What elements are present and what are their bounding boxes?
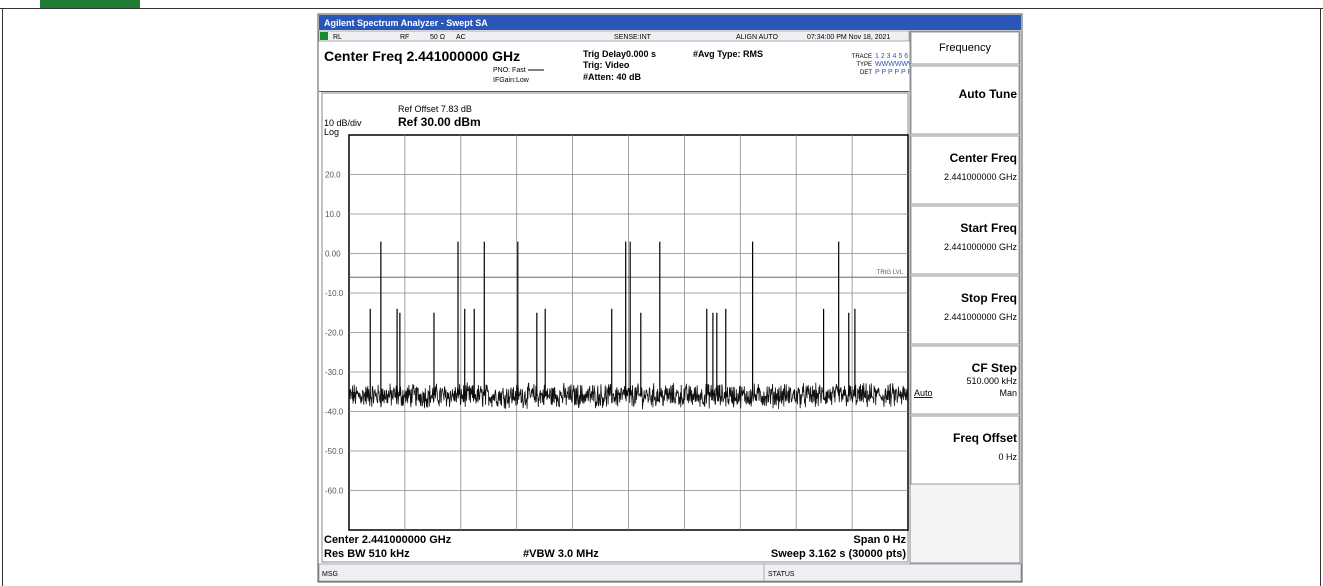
softkey-value: 0 Hz (998, 452, 1017, 462)
det-label: DET (860, 70, 872, 76)
window-title: Agilent Spectrum Analyzer - Swept SA (324, 18, 488, 28)
softkey-panel: Frequency Auto Tune Center Freq 2.44100000… (909, 30, 1021, 564)
trig: Trig: Video (583, 60, 630, 70)
sense: SENSE:INT (614, 34, 652, 41)
det-vals: P P P P P P (875, 69, 912, 76)
softkey-value: 2.441000000 GHz (944, 242, 1018, 252)
footer-span: Span 0 Hz (853, 534, 906, 546)
y-label: 0.00 (325, 250, 341, 259)
plot-area (321, 92, 909, 563)
type-label: TYPE (856, 62, 872, 68)
softkey-value: 2.441000000 GHz (944, 172, 1018, 182)
type-vals: WWWWWW (875, 61, 915, 68)
footer-rbw: Res BW 510 kHz (324, 548, 410, 560)
y-label: -60.0 (325, 487, 344, 496)
y-label: -10.0 (325, 289, 344, 298)
avg-type: #Avg Type: RMS (693, 49, 763, 59)
trig-delay: Trig Delay0.000 s (583, 49, 656, 59)
y-label: -50.0 (325, 447, 344, 456)
softkey-label: Auto Tune (959, 87, 1018, 101)
graticule: 20.0 10.0 0.00 -10.0 -20.0 -30.0 -40.0 -50.0 -60… (325, 134, 909, 531)
ref-level: Ref 30.00 dBm (398, 115, 481, 129)
softkey-label: Freq Offset (953, 431, 1017, 445)
trace-nums: 1 2 3 4 5 6 (875, 53, 908, 60)
softkey[interactable] (910, 345, 1020, 415)
msg: MSG (322, 571, 338, 578)
softkey-label: Center Freq (950, 151, 1017, 165)
scale: 10 dB/div (324, 118, 362, 128)
y-label: 20.0 (325, 171, 341, 180)
coupling: AC (456, 34, 466, 41)
softkey[interactable] (910, 135, 1020, 205)
y-label: -20.0 (325, 329, 344, 338)
ref-offset: Ref Offset 7.83 dB (398, 104, 472, 114)
menu-title: Frequency (939, 42, 991, 54)
softkey-label: CF Step (972, 361, 1017, 375)
footer-vbw: #VBW 3.0 MHz (523, 548, 599, 560)
softkey-man: Man (999, 388, 1017, 398)
datetime: 07:34:00 PM Nov 18, 2021 (807, 34, 890, 41)
rf: RF (400, 34, 409, 41)
y-label: -40.0 (325, 408, 344, 417)
footer-center: Center 2.441000000 GHz (324, 534, 452, 546)
softkey-value: 2.441000000 GHz (944, 312, 1018, 322)
impedance: 50 Ω (430, 34, 445, 41)
ifgain: IFGain:Low (493, 77, 530, 84)
pno: PNO: Fast (493, 67, 526, 74)
center-freq-heading: Center Freq 2.441000000 GHz (324, 48, 520, 64)
softkey[interactable] (910, 415, 1020, 485)
softkey[interactable] (910, 205, 1020, 275)
menu-header (910, 31, 1020, 65)
title-bar (319, 15, 1021, 30)
logo-bar (40, 0, 140, 8)
rl: RL (333, 34, 342, 41)
trace: TRIG LVL (348, 241, 909, 410)
status-row (318, 30, 910, 42)
trace-label: TRACE (852, 54, 872, 60)
softkey-value: 510.000 kHz (966, 376, 1017, 386)
softkey-label: Start Freq (960, 221, 1017, 235)
message-bar (318, 563, 1022, 582)
trig-level-label: TRIG LVL (877, 270, 904, 276)
status: STATUS (768, 571, 795, 578)
footer-sweep: Sweep 3.162 s (30000 pts) (771, 548, 906, 560)
y-label: -30.0 (325, 368, 344, 377)
y-label: 10.0 (325, 210, 341, 219)
softkey[interactable] (910, 65, 1020, 135)
atten: #Atten: 40 dB (583, 72, 642, 82)
screenshot: Agilent Spectrum Analyzer - Swept SA RL … (317, 13, 1023, 583)
scale-type: Log (324, 127, 339, 137)
softkey[interactable] (910, 275, 1020, 345)
softkey-auto: Auto (914, 388, 933, 398)
softkey-label: Stop Freq (961, 291, 1017, 305)
align: ALIGN AUTO (736, 34, 778, 41)
status-icon (320, 32, 328, 40)
noise-floor (348, 382, 909, 410)
